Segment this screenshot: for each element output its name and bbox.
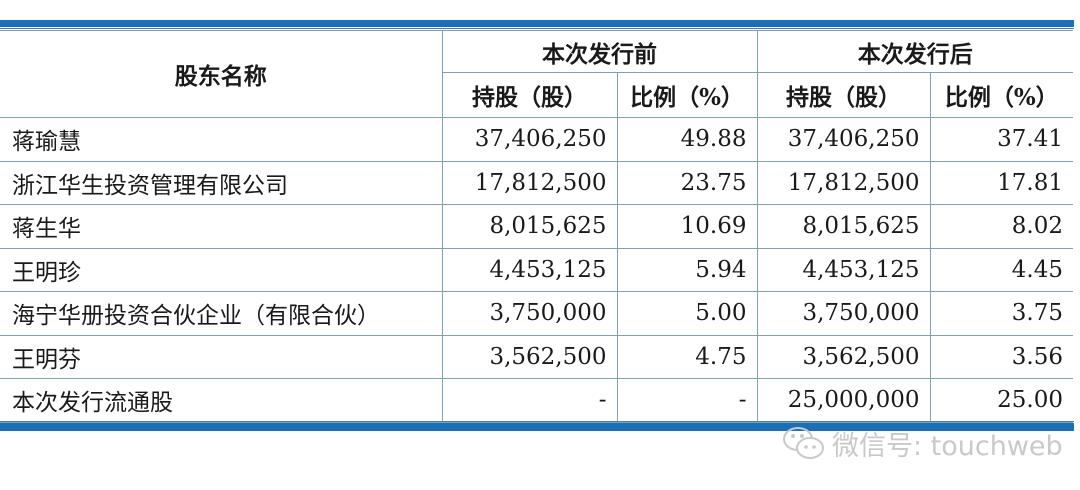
top-thin-rule (0, 28, 1074, 29)
header-after-issue: 本次发行后 (756, 30, 1073, 73)
header-after-ratio: 比例（%） (929, 72, 1073, 118)
table-row: 王明芬 3,562,500 4.75 3,562,500 3.56 (0, 334, 1073, 379)
after-shares-cell: 25,000,000 (756, 378, 931, 423)
after-ratio-cell: 37.41 (929, 117, 1073, 162)
before-shares-cell: 8,015,625 (441, 204, 618, 249)
top-rule (0, 20, 1074, 27)
table-row: 蒋生华 8,015,625 10.69 8,015,625 8.02 (0, 204, 1073, 249)
before-shares-cell: 4,453,125 (441, 247, 618, 292)
shareholder-name-cell: 蒋生华 (0, 204, 443, 249)
wechat-icon (783, 426, 824, 459)
bottom-thin-rule (0, 421, 1074, 422)
before-shares-cell: 3,562,500 (441, 334, 618, 379)
shareholder-name-cell: 王明芬 (0, 334, 443, 379)
shareholder-name-cell: 蒋瑜慧 (0, 117, 443, 162)
before-ratio-cell: - (616, 378, 758, 423)
before-ratio-cell: 49.88 (616, 117, 758, 162)
shareholder-name-cell: 王明珍 (0, 247, 443, 292)
table-row: 蒋瑜慧 37,406,250 49.88 37,406,250 37.41 (0, 117, 1073, 162)
shareholder-name-cell: 本次发行流通股 (0, 378, 443, 423)
after-shares-cell: 3,562,500 (756, 334, 931, 379)
shareholder-name-cell: 浙江华生投资管理有限公司 (0, 160, 443, 205)
after-ratio-cell: 8.02 (929, 204, 1073, 249)
after-shares-cell: 37,406,250 (756, 117, 931, 162)
header-before-ratio: 比例（%） (616, 72, 758, 118)
bottom-rule (0, 423, 1074, 431)
before-ratio-cell: 23.75 (616, 160, 758, 205)
table-row: 海宁华册投资合伙企业（有限合伙） 3,750,000 5.00 3,750,000 3.… (0, 291, 1073, 336)
before-ratio-cell: 5.00 (616, 291, 758, 336)
after-ratio-cell: 25.00 (929, 378, 1073, 423)
before-shares-cell: 37,406,250 (441, 117, 618, 162)
before-shares-cell: 3,750,000 (441, 291, 618, 336)
after-shares-cell: 8,015,625 (756, 204, 931, 249)
header-before-issue: 本次发行前 (441, 30, 758, 73)
before-ratio-cell: 10.69 (616, 204, 758, 249)
table-row: 王明珍 4,453,125 5.94 4,453,125 4.45 (0, 247, 1073, 292)
after-ratio-cell: 3.75 (929, 291, 1073, 336)
table-row: 浙江华生投资管理有限公司 17,812,500 23.75 17,812,500 17.… (0, 160, 1073, 205)
after-ratio-cell: 4.45 (929, 247, 1073, 292)
shareholder-table: 股东名称 本次发行前 本次发行后 持股（股） 比例（%） 持股（股） 比例（%）… (0, 30, 1073, 423)
watermark: 微信号: touchweb (782, 424, 1063, 463)
before-shares-cell: - (441, 378, 618, 423)
header-shareholder-name: 股东名称 (0, 30, 443, 118)
after-shares-cell: 4,453,125 (756, 247, 931, 292)
before-ratio-cell: 5.94 (616, 247, 758, 292)
after-shares-cell: 3,750,000 (756, 291, 931, 336)
header-after-shares: 持股（股） (756, 72, 931, 118)
watermark-text: 微信号: touchweb (832, 431, 1063, 462)
after-ratio-cell: 3.56 (929, 334, 1073, 379)
header-before-shares: 持股（股） (442, 72, 618, 118)
after-shares-cell: 17,812,500 (756, 160, 931, 205)
shareholder-name-cell: 海宁华册投资合伙企业（有限合伙） (0, 291, 443, 336)
table-row: 本次发行流通股 - -25,000,000 25.00 (0, 378, 1073, 423)
after-ratio-cell: 17.81 (929, 160, 1073, 205)
before-ratio-cell: 4.75 (616, 334, 758, 379)
before-shares-cell: 17,812,500 (441, 160, 618, 205)
